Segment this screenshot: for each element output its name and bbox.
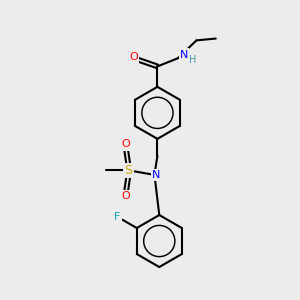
Text: O: O xyxy=(129,52,138,62)
Text: N: N xyxy=(180,50,188,59)
Text: H: H xyxy=(189,56,196,65)
Text: F: F xyxy=(114,212,121,222)
Text: S: S xyxy=(124,164,133,177)
Text: O: O xyxy=(122,140,130,149)
Text: N: N xyxy=(152,170,160,180)
Text: O: O xyxy=(122,191,130,201)
